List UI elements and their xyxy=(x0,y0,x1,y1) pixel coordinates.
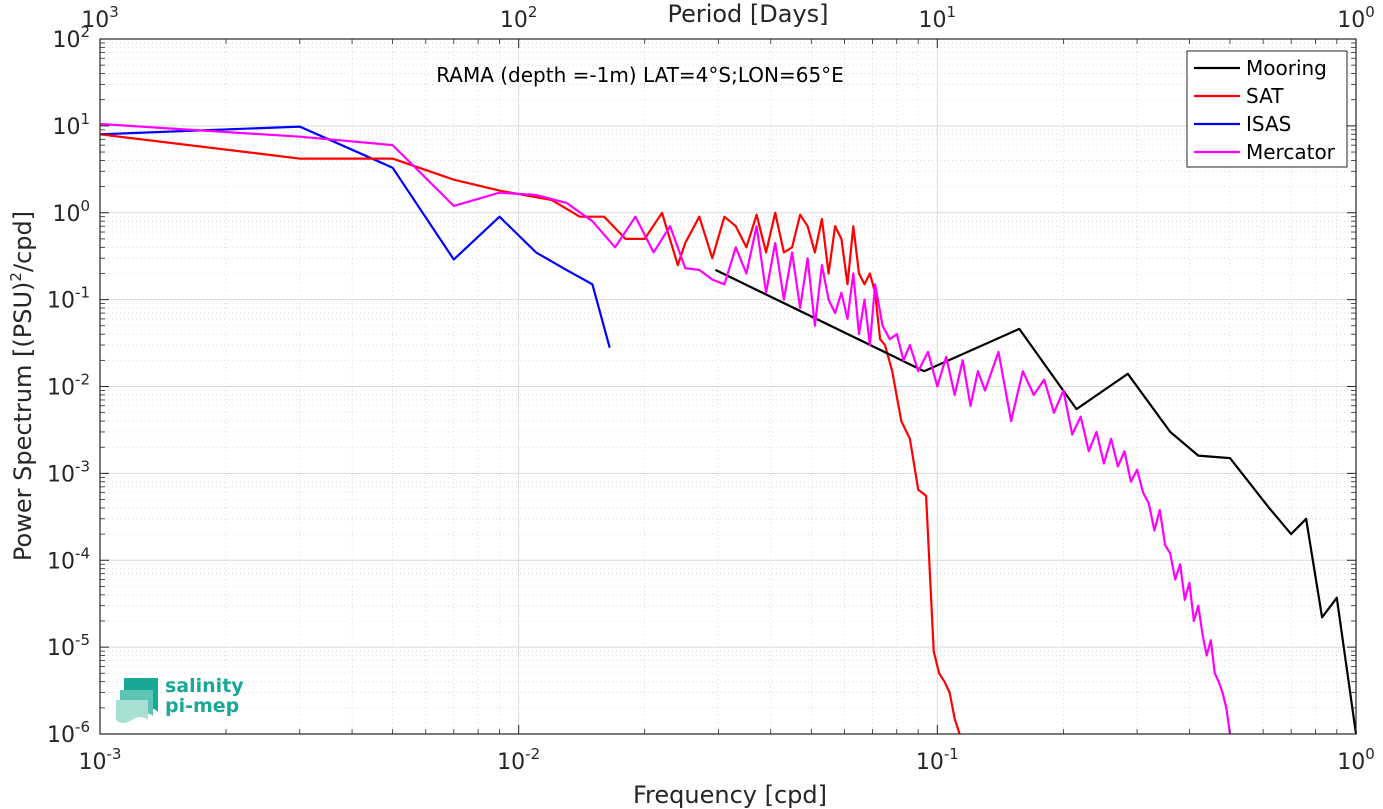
top-tick-label: 102 xyxy=(500,3,538,33)
y-tick-label: 10-2 xyxy=(47,371,90,401)
y-tick-label: 10-1 xyxy=(47,284,90,314)
logo-text-line1: salinity xyxy=(165,675,244,697)
y-tick-label: 10-4 xyxy=(47,544,90,574)
series-mooring-line xyxy=(714,268,1358,735)
legend-label-isas: ISAS xyxy=(1246,112,1291,136)
top-tick-label: 103 xyxy=(81,3,119,33)
legend-label-sat: SAT xyxy=(1246,84,1284,108)
x-axis-label: Frequency [cpd] xyxy=(633,781,827,809)
x-tick-label: 100 xyxy=(1337,745,1375,775)
y-tick-label: 10-6 xyxy=(47,718,90,748)
series-layer xyxy=(99,122,1358,735)
salinity-pi-mep-logo: salinity pi-mep xyxy=(116,675,244,723)
y-tick-label: 10-5 xyxy=(47,631,90,661)
series-mercator-line xyxy=(99,122,1232,735)
x-tick-label: 10-3 xyxy=(79,745,122,775)
series-sat-line xyxy=(99,133,961,735)
x-tick-label: 10-1 xyxy=(916,745,959,775)
top-axis-label: Period [Days] xyxy=(667,0,828,28)
y-tick-label: 100 xyxy=(52,197,90,227)
legend-box xyxy=(1186,50,1348,168)
legend-label-mooring: Mooring xyxy=(1246,56,1327,80)
y-tick-label: 101 xyxy=(52,110,90,140)
top-tick-label: 101 xyxy=(919,3,957,33)
y-tick-label: 102 xyxy=(52,23,90,53)
chart-annotation: RAMA (depth =-1m) LAT=4°S;LON=65°E xyxy=(436,63,844,87)
logo-text-line2: pi-mep xyxy=(165,695,239,717)
top-tick-label: 100 xyxy=(1337,3,1375,33)
tick-marks xyxy=(99,38,1357,735)
minor-grid xyxy=(100,39,1356,734)
x-tick-label: 10-2 xyxy=(497,745,540,775)
logo-waves-icon xyxy=(116,678,158,723)
legend-label-mercator: Mercator xyxy=(1246,140,1336,164)
y-axis-label: Power Spectrum [(PSU)2/cpd] xyxy=(7,211,37,561)
y-tick-label: 10-3 xyxy=(47,457,90,487)
legend: Mooring SAT ISAS Mercator xyxy=(1186,50,1348,168)
